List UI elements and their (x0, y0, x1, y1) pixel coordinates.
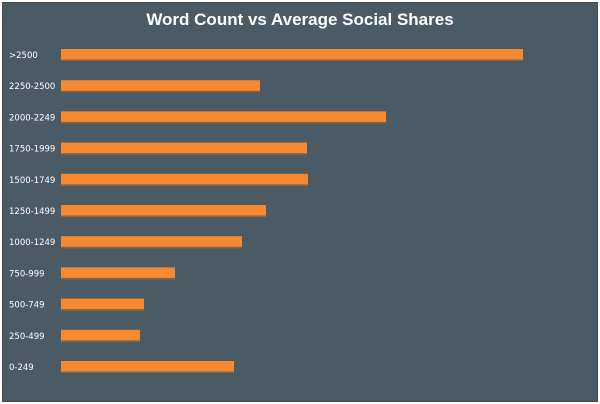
y-tick-label: 250-499 (9, 332, 45, 342)
bar-shadow (61, 59, 523, 61)
bar (61, 236, 242, 249)
bar (61, 361, 234, 373)
chart-title: Word Count vs Average Social Shares (146, 10, 454, 29)
bar (61, 142, 307, 155)
bar-shadow (61, 121, 386, 124)
bar-shadow (61, 277, 175, 280)
y-tick-label: 1750-1999 (9, 145, 55, 155)
bar-shadow (61, 309, 144, 311)
bar (61, 298, 144, 311)
y-tick-label: 1250-1499 (9, 207, 55, 217)
bar-shadow (61, 246, 242, 249)
bar (61, 205, 266, 217)
bar (61, 49, 523, 61)
bar-shadow (61, 184, 308, 186)
y-tick-label: 0-249 (9, 363, 34, 373)
y-tick-label: 2250-2500 (9, 82, 55, 92)
bar (61, 329, 140, 342)
y-tick-label: 1500-1749 (9, 176, 55, 186)
y-tick-label: >2500 (9, 51, 38, 61)
bar-shadow (61, 371, 234, 373)
bar (61, 267, 175, 280)
bar (61, 80, 260, 93)
y-tick-label: 750-999 (9, 269, 45, 279)
bar-shadow (61, 215, 266, 217)
y-tick-label: 500-749 (9, 301, 45, 311)
bar (61, 173, 308, 186)
bar-shadow (61, 340, 140, 342)
bar-shadow (61, 153, 307, 155)
y-tick-label: 2000-2249 (9, 113, 55, 123)
bar (61, 111, 386, 124)
y-tick-label: 1000-1249 (9, 238, 55, 248)
bar-shadow (61, 90, 260, 93)
